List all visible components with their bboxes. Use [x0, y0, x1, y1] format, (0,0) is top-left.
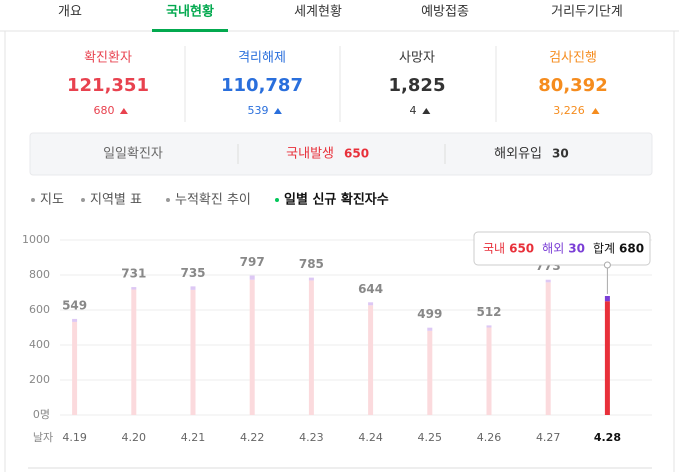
x-axis-label: 날자 — [33, 431, 53, 444]
stat-value: 80,392 — [538, 75, 607, 96]
value-label: 785 — [299, 257, 324, 271]
option[interactable]: 지역별 표 — [90, 193, 142, 208]
bar-segment[interactable] — [427, 330, 433, 415]
stat-delta: 4 — [410, 104, 417, 117]
tab[interactable]: 세계현황 — [294, 5, 342, 20]
delta-arrow — [591, 108, 600, 114]
tab[interactable]: 예방접종 — [421, 5, 469, 20]
x-tick-label: 4.26 — [477, 431, 502, 444]
stat-delta: 3,226 — [553, 104, 585, 117]
tab-underline — [152, 29, 228, 32]
y-tick-label: 0명 — [33, 408, 50, 421]
option-dot — [81, 198, 85, 202]
y-tick-label: 200 — [29, 373, 50, 386]
tooltip-value: 680 — [619, 242, 644, 256]
tooltip-value: 30 — [568, 242, 585, 256]
bar-segment[interactable] — [368, 305, 374, 415]
x-tick-label: 4.24 — [358, 431, 383, 444]
delta-arrow — [119, 108, 128, 114]
subtab-value[interactable]: 30 — [552, 147, 569, 161]
x-tick-label: 4.27 — [536, 431, 561, 444]
value-label: 644 — [358, 282, 383, 296]
value-label: 512 — [476, 305, 501, 319]
delta-arrow — [273, 108, 282, 114]
y-tick-label: 800 — [29, 268, 50, 281]
subtab-label[interactable]: 일일확진자 — [103, 147, 163, 162]
tooltip-label: 국내 — [483, 242, 505, 256]
bar-segment[interactable] — [72, 318, 78, 322]
bar-segment[interactable] — [131, 289, 137, 415]
bar-segment[interactable] — [249, 275, 255, 280]
bar-segment[interactable] — [368, 302, 374, 306]
stat-label: 확진환자 — [84, 51, 132, 66]
bar-segment[interactable] — [545, 282, 551, 415]
tooltip-label: 합계 — [593, 242, 615, 256]
x-tick-label: 4.23 — [299, 431, 324, 444]
x-tick-label: 4.19 — [62, 431, 87, 444]
bar-segment[interactable] — [604, 296, 610, 302]
option-dot — [275, 198, 279, 202]
value-label: 735 — [180, 266, 205, 280]
subtab-label[interactable]: 해외유입 — [494, 147, 542, 162]
bar-segment[interactable] — [308, 277, 314, 281]
bar-segment[interactable] — [427, 327, 433, 331]
bar-segment[interactable] — [308, 280, 314, 415]
bar-segment[interactable] — [190, 286, 196, 290]
stat-label: 격리해제 — [238, 51, 286, 66]
stat-value: 121,351 — [67, 75, 149, 96]
value-label: 499 — [417, 307, 442, 321]
x-tick-label: 4.28 — [594, 431, 621, 444]
subtab-value[interactable]: 650 — [344, 147, 369, 161]
stat-delta: 539 — [248, 104, 269, 117]
tooltip-value: 650 — [509, 242, 534, 256]
y-tick-label: 1000 — [22, 233, 50, 246]
stat-value: 1,825 — [389, 75, 446, 96]
x-tick-label: 4.22 — [240, 431, 265, 444]
stat-label: 사망자 — [399, 51, 435, 66]
stat-value: 110,787 — [221, 75, 303, 96]
bar-segment[interactable] — [190, 289, 196, 415]
option-dot — [166, 198, 170, 202]
bar-segment[interactable] — [486, 327, 492, 416]
bar-segment[interactable] — [545, 279, 551, 283]
tooltip — [473, 231, 651, 266]
subtab-box — [29, 132, 653, 176]
y-tick-label: 600 — [29, 303, 50, 316]
x-tick-label: 4.21 — [181, 431, 206, 444]
bar-segment[interactable] — [486, 325, 492, 328]
stat-delta: 680 — [94, 104, 115, 117]
tab[interactable]: 거리두기단계 — [551, 5, 623, 20]
bar-segment[interactable] — [72, 321, 78, 415]
subtab-label[interactable]: 국내발생 — [286, 147, 334, 162]
value-label: 797 — [240, 255, 265, 269]
option[interactable]: 일별 신규 확진자수 — [284, 192, 389, 208]
option[interactable]: 누적확진 추이 — [175, 193, 251, 208]
value-label: 731 — [121, 267, 146, 281]
tooltip-label: 해외 — [542, 242, 564, 256]
y-tick-label: 400 — [29, 338, 50, 351]
option[interactable]: 지도 — [40, 193, 64, 208]
value-label: 549 — [62, 298, 87, 312]
stat-label: 검사진행 — [549, 50, 597, 66]
x-tick-label: 4.20 — [122, 431, 147, 444]
tab[interactable]: 개요 — [58, 5, 82, 20]
bar-segment[interactable] — [604, 301, 610, 415]
x-tick-label: 4.25 — [418, 431, 443, 444]
tab[interactable]: 국내현황 — [166, 4, 214, 20]
delta-arrow — [422, 108, 431, 114]
bar-segment[interactable] — [249, 279, 255, 415]
bar-segment[interactable] — [131, 287, 137, 290]
tooltip-dot — [603, 261, 611, 269]
option-dot — [31, 198, 35, 202]
